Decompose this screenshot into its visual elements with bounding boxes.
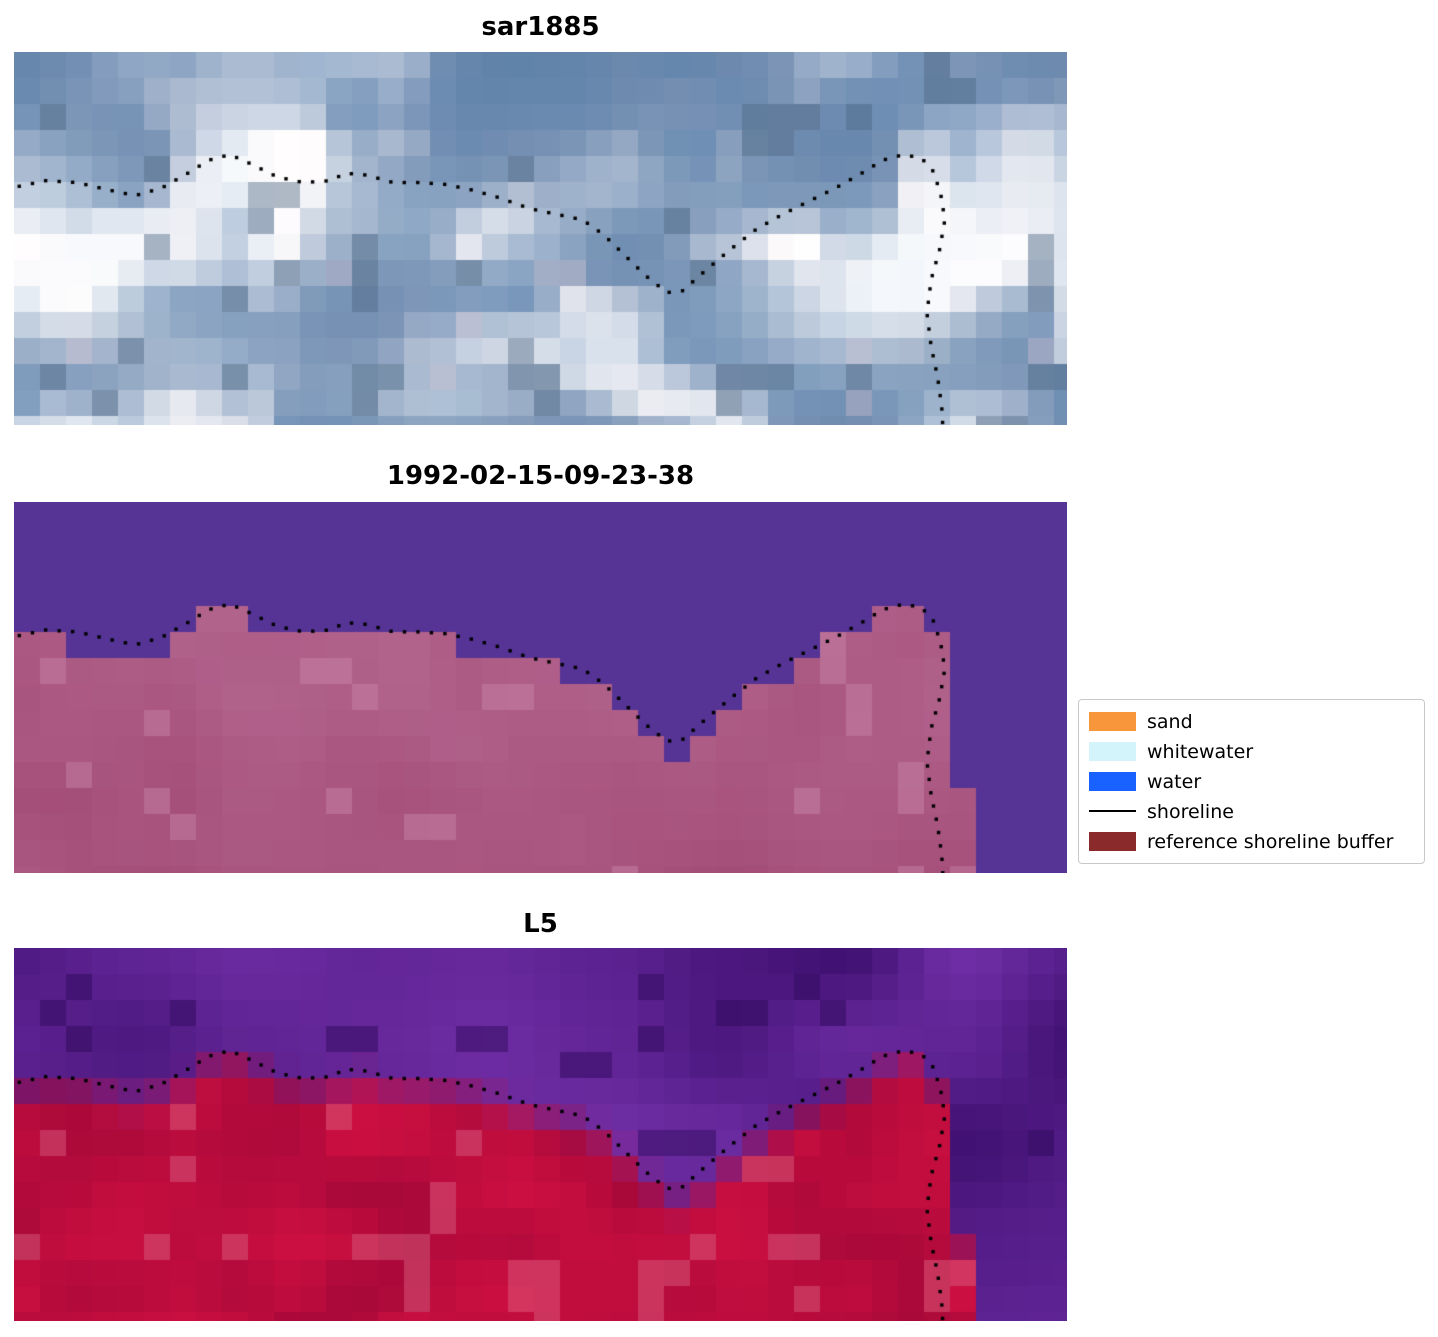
shoreline-swatch-icon [1089, 802, 1136, 821]
legend-label-water: water [1147, 770, 1202, 793]
legend-item-reference-shoreline-buffer: reference shoreline buffer [1089, 827, 1414, 856]
sar1885-image [14, 52, 1067, 425]
panel-title-l5: L5 [523, 909, 558, 939]
panel-title-sar1885: sar1885 [481, 12, 600, 42]
legend-item-water: water [1089, 767, 1414, 796]
whitewater-swatch-icon [1089, 742, 1136, 761]
classified-image [14, 502, 1067, 873]
shoreline-line-swatch-icon [1089, 810, 1136, 813]
legend-item-shoreline: shoreline [1089, 797, 1414, 826]
water-swatch-icon [1089, 772, 1136, 791]
legend-label-shoreline: shoreline [1147, 800, 1234, 823]
legend-label-reference-shoreline-buffer: reference shoreline buffer [1147, 830, 1394, 853]
reference-shoreline-buffer-swatch-icon [1089, 832, 1136, 851]
sand-swatch-icon [1089, 712, 1136, 731]
l5-image [14, 948, 1067, 1321]
legend-label-sand: sand [1147, 710, 1193, 733]
legend: sand whitewater water shoreline reference sh… [1078, 699, 1425, 864]
legend-label-whitewater: whitewater [1147, 740, 1254, 763]
legend-item-sand: sand [1089, 707, 1414, 736]
legend-item-whitewater: whitewater [1089, 737, 1414, 766]
panel-title-classified-date: 1992-02-15-09-23-38 [386, 461, 695, 491]
